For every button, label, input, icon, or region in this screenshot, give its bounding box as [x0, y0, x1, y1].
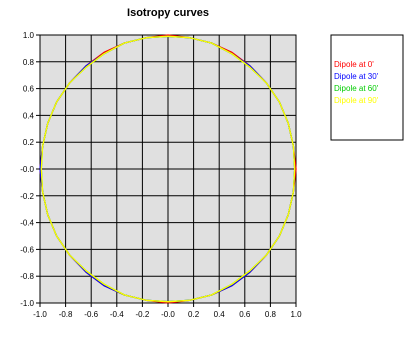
x-tick-label: 0.8	[265, 310, 277, 319]
y-tick-label: 0.8	[23, 58, 35, 67]
legend-entry-4: Dipole at 90'	[334, 96, 379, 105]
x-tick-label: -0.2	[136, 310, 150, 319]
chart-title: Isotropy curves	[127, 7, 209, 19]
grid-lines	[39, 34, 297, 304]
legend-entry-1: Dipole at 0'	[334, 60, 374, 69]
y-tick-label: 1.0	[23, 31, 35, 40]
y-tick-label: -1.0	[20, 299, 34, 308]
x-tick-label: 0.4	[214, 310, 226, 319]
x-tick-label: -0.8	[59, 310, 73, 319]
axis-ticks: -1.0 -0.8 -0.6 -0.4 -0.2 -0.0 0.2 0.4 0.6 0.8 1.0 1…	[20, 31, 302, 319]
legend-entry-3: Dipole at 60'	[334, 84, 379, 93]
legend-box	[330, 34, 404, 141]
x-tick-label: -0.6	[84, 310, 98, 319]
legend-entry-2: Dipole at 30'	[334, 72, 379, 81]
y-tick-label: 0.6	[23, 85, 35, 94]
y-tick-label: -0.8	[20, 272, 34, 281]
y-tick-label: -0.2	[20, 192, 34, 201]
plot-area: -1.0 -0.8 -0.6 -0.4 -0.2 -0.0 0.2 0.4 0.6 0.8 1.0 1…	[20, 31, 302, 319]
x-tick-label: -0.4	[110, 310, 124, 319]
series-line-4	[40, 35, 296, 303]
x-tick-label: -0.0	[161, 310, 175, 319]
y-tick-label: -0.0	[20, 165, 34, 174]
y-tick-label: -0.4	[20, 219, 34, 228]
y-tick-label: -0.6	[20, 245, 34, 254]
y-tick-label: 0.2	[23, 138, 35, 147]
x-tick-label: 0.6	[239, 310, 251, 319]
x-tick-label: -1.0	[33, 310, 47, 319]
legend: Dipole at 0' Dipole at 30' Dipole at 60' Di…	[330, 34, 404, 141]
x-tick-label: 0.2	[188, 310, 200, 319]
x-tick-label: 1.0	[290, 310, 302, 319]
y-tick-label: 0.4	[23, 111, 35, 120]
